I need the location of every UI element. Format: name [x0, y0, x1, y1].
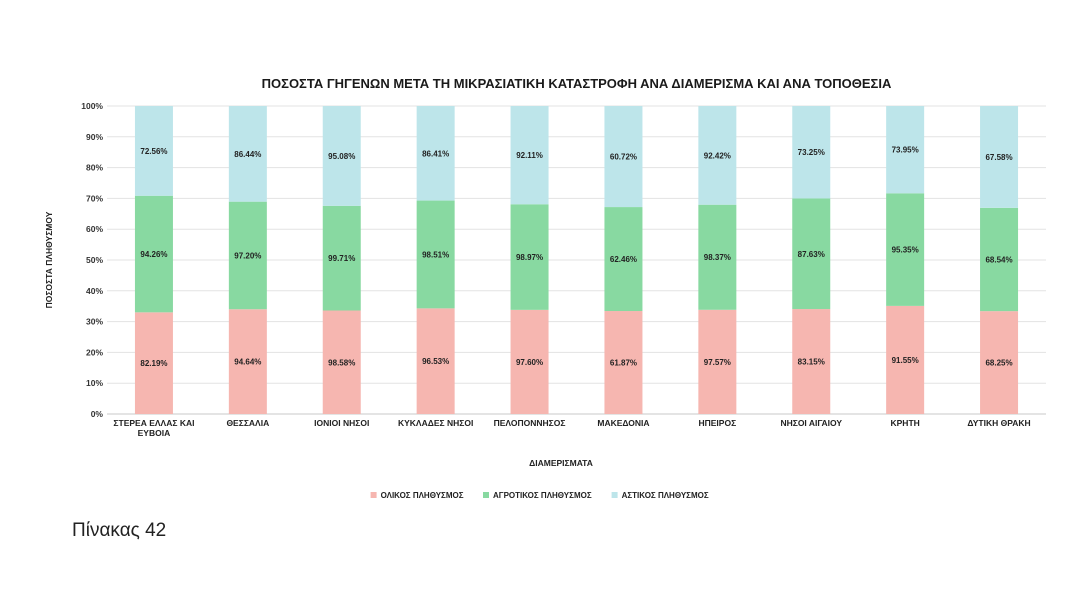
data-label: 72.56% — [140, 147, 167, 156]
bar-segment — [698, 106, 737, 205]
data-label: 82.19% — [140, 359, 167, 368]
data-label: 92.11% — [516, 151, 543, 160]
y-tick-label: 60% — [86, 224, 103, 234]
y-tick-label: 30% — [86, 317, 103, 327]
bar-segment — [980, 311, 1019, 414]
bar-segment — [322, 106, 361, 206]
x-tick-label: ΠΕΛΟΠΟΝΝΗΣΟΣ — [494, 418, 566, 428]
bar-segment — [604, 311, 643, 414]
data-label: 98.51% — [422, 250, 449, 259]
bar-segment — [792, 309, 831, 414]
data-label: 94.64% — [234, 358, 261, 367]
data-label: 97.57% — [704, 358, 731, 367]
bar-segment — [792, 198, 831, 310]
bar-segment — [416, 200, 455, 309]
x-tick-label: ΔΥΤΙΚΗ ΘΡΑΚΗ — [967, 418, 1030, 428]
bar-segment — [134, 106, 173, 196]
data-label: 98.37% — [704, 253, 731, 262]
data-label: 91.55% — [892, 356, 919, 365]
bar-segment — [416, 308, 455, 414]
data-label: 86.44% — [234, 150, 261, 159]
data-label: 67.58% — [985, 153, 1012, 162]
x-tick-label: ΚΡΗΤΗ — [891, 418, 920, 428]
y-tick-label: 20% — [86, 347, 103, 357]
bar-segment — [510, 106, 549, 205]
bar-segment — [228, 106, 267, 202]
y-tick-label: 80% — [86, 163, 103, 173]
data-label: 97.20% — [234, 251, 261, 260]
bar-segment — [698, 309, 737, 414]
y-axis-label: ΠΟΣΟΣΤΑ ΠΛΗΘΥΣΜΟΥ — [44, 211, 54, 308]
data-label: 60.72% — [610, 153, 637, 162]
x-tick-label: ΙΟΝΙΟΙ ΝΗΣΟΙ — [314, 418, 369, 428]
table-caption: Πίνακας 42 — [72, 520, 167, 541]
x-tick-label: ΘΕΣΣΑΛΙΑ — [226, 418, 269, 428]
bar-segment — [698, 204, 737, 310]
legend-swatch — [483, 492, 489, 498]
x-tick-label: ΜΑΚΕΔΟΝΙΑ — [597, 418, 649, 428]
x-tick-label: ΕΥΒΟΙΑ — [138, 428, 171, 438]
data-label: 98.58% — [328, 358, 355, 367]
x-tick-label: ΗΠΕΙΡΟΣ — [698, 418, 736, 428]
chart-title: ΠΟΣΟΣΤΑ ΓΗΓΕΝΩΝ ΜΕΤΑ ΤΗ ΜΙΚΡΑΣΙΑΤΙΚΗ ΚΑΤ… — [262, 76, 892, 91]
data-label: 73.95% — [892, 146, 919, 155]
data-label: 62.46% — [610, 255, 637, 264]
data-label: 83.15% — [798, 358, 825, 367]
data-label: 96.53% — [422, 357, 449, 366]
y-tick-label: 50% — [86, 255, 103, 265]
y-tick-label: 40% — [86, 286, 103, 296]
x-tick-label: ΚΥΚΛΑΔΕΣ ΝΗΣΟΙ — [398, 418, 473, 428]
legend-swatch — [611, 492, 618, 498]
bar-segment — [510, 309, 549, 414]
bar-segment — [134, 312, 173, 414]
y-tick-label: 10% — [86, 378, 103, 388]
data-label: 61.87% — [610, 359, 637, 368]
bar-segment — [510, 204, 549, 310]
bar-segment — [604, 106, 643, 208]
bar-segment — [604, 207, 643, 312]
x-tick-label: ΝΗΣΟΙ ΑΙΓΑΙΟΥ — [780, 418, 842, 428]
bar-segment — [886, 193, 925, 306]
bar-segment — [886, 106, 925, 194]
legend-swatch — [370, 492, 377, 498]
bar-segment — [134, 195, 173, 313]
y-tick-label: 70% — [86, 193, 103, 203]
data-label: 68.25% — [985, 359, 1012, 368]
bar-segment — [322, 310, 361, 414]
x-tick-label: ΣΤΕΡΕΑ ΕΛΛΑΣ ΚΑΙ — [113, 418, 194, 428]
legend-label: ΑΓΡΟΤΙΚΟΣ ΠΛΗΘΥΣΜΟΣ — [493, 491, 592, 500]
bar-segment — [980, 207, 1019, 312]
data-label: 99.71% — [328, 254, 355, 263]
y-tick-label: 100% — [81, 101, 103, 111]
bar-segment — [886, 305, 925, 414]
y-tick-label: 90% — [86, 132, 103, 142]
y-tick-label: 0% — [91, 409, 104, 419]
x-axis-label: ΔΙΑΜΕΡΙΣΜΑΤΑ — [529, 458, 593, 468]
bar-segment — [228, 309, 267, 414]
data-label: 95.35% — [892, 246, 919, 255]
data-label: 97.60% — [516, 358, 543, 367]
bar-segment — [792, 106, 831, 199]
legend-label: ΟΛΙΚΟΣ ΠΛΗΘΥΣΜΟΣ — [381, 491, 464, 500]
data-label: 87.63% — [798, 250, 825, 259]
legend-label: ΑΣΤΙΚΟΣ ΠΛΗΘΥΣΜΟΣ — [622, 491, 709, 500]
data-label: 73.25% — [798, 148, 825, 157]
data-label: 95.08% — [328, 152, 355, 161]
bar-segment — [980, 106, 1019, 208]
data-label: 98.97% — [516, 253, 543, 262]
bar-segment — [228, 201, 267, 310]
data-label: 92.42% — [704, 151, 731, 160]
bar-segment — [416, 106, 455, 201]
data-label: 86.41% — [422, 149, 449, 158]
data-label: 68.54% — [985, 255, 1012, 264]
data-label: 94.26% — [140, 250, 167, 259]
bar-segment — [322, 205, 361, 311]
